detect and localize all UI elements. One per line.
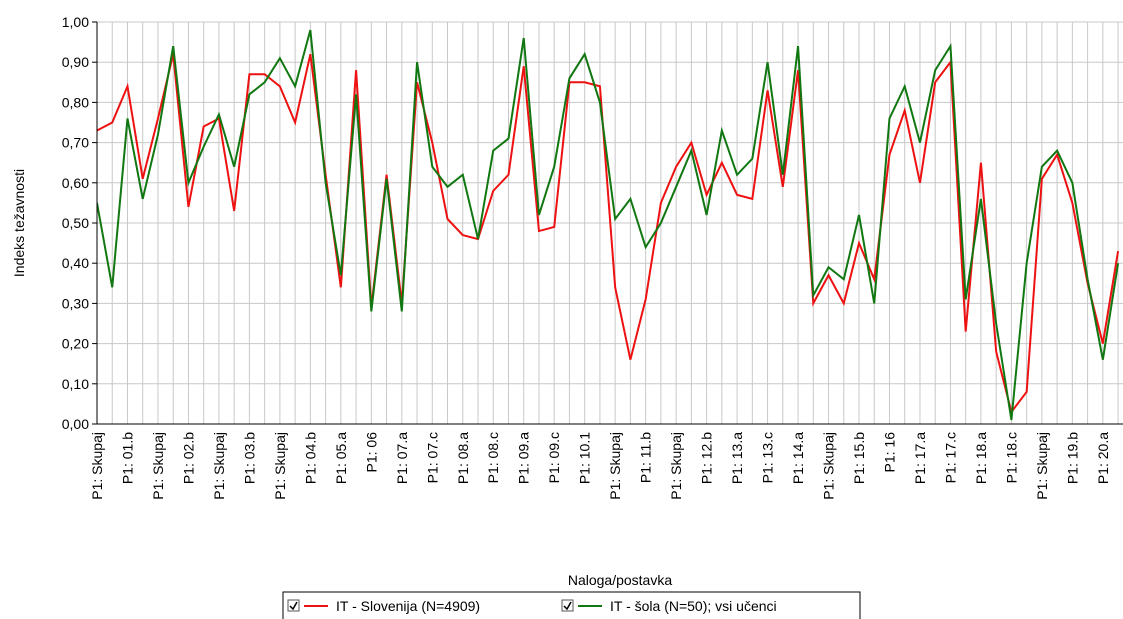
- x-tick-label: P1: 10.1: [577, 432, 593, 484]
- y-tick-label: 0,00: [62, 416, 89, 432]
- x-tick-label: P1: 16: [881, 432, 897, 473]
- x-tick-label: P1: 17.a: [912, 432, 928, 484]
- x-tick-label: P1: 09.c: [546, 432, 562, 483]
- x-tick-label: P1: 18.c: [1003, 432, 1019, 483]
- x-tick-label: P1: 13.c: [760, 432, 776, 483]
- x-tick-label: P1: 15.b: [851, 432, 867, 484]
- x-tick-label: P1: Skupaj: [1034, 432, 1050, 500]
- y-tick-label: 0,10: [62, 376, 89, 392]
- x-tick-label: P1: Skupaj: [89, 432, 105, 500]
- y-tick-label: 0,90: [62, 54, 89, 70]
- x-axis-title: Naloga/postavka: [568, 572, 673, 588]
- x-tick-label: P1: 02.b: [180, 432, 196, 484]
- y-tick-label: 0,30: [62, 295, 89, 311]
- x-tick-label: P1: 06: [363, 432, 379, 473]
- legend-checkbox: [287, 599, 300, 612]
- y-tick-label: 1,00: [62, 14, 89, 30]
- legend-check: [289, 601, 298, 611]
- x-tick-label: P1: Skupaj: [272, 432, 288, 500]
- x-tick-label: P1: 05.a: [333, 432, 349, 484]
- x-tick-label: P1: 11.b: [638, 432, 654, 483]
- legend-check: [563, 601, 572, 611]
- y-tick-label: 0,50: [62, 215, 89, 231]
- x-tick-label: P1: 19.b: [1064, 432, 1080, 484]
- y-tick-label: 0,40: [62, 255, 89, 271]
- x-tick-label: P1: 09.a: [516, 432, 532, 484]
- x-tick-label: P1: 18.a: [973, 432, 989, 484]
- y-tick-label: 0,20: [62, 336, 89, 352]
- x-tick-label: P1: Skupaj: [607, 432, 623, 500]
- y-tick-label: 0,70: [62, 135, 89, 151]
- x-tick-label: P1: Skupaj: [668, 432, 684, 500]
- x-tick-label: P1: 08.a: [455, 432, 471, 484]
- x-tick-label: P1: 03.b: [241, 432, 257, 484]
- x-tick-label: P1: 07.a: [394, 432, 410, 484]
- x-tick-label: P1: 12.b: [699, 432, 715, 484]
- x-tick-label: P1: 01.b: [119, 432, 135, 484]
- x-tick-label: P1: 08.c: [485, 432, 501, 483]
- x-tick-label: P1: 07.c: [424, 432, 440, 483]
- legend-checkbox: [561, 599, 574, 612]
- legend-label: IT - Slovenija (N=4909): [336, 598, 480, 614]
- legend: IT - Slovenija (N=4909) IT - šola (N=50);…: [287, 598, 777, 614]
- series-line: [97, 53, 1120, 415]
- legend-label: IT - šola (N=50); vsi učenci: [610, 598, 777, 614]
- x-tick-label: P1: 14.a: [790, 432, 806, 484]
- x-tick-label: P1: Skupaj: [211, 432, 227, 500]
- x-tick-label: P1: Skupaj: [821, 432, 837, 500]
- x-tick-label: P1: 17.c: [942, 432, 958, 483]
- lines: [97, 29, 1120, 421]
- y-tick-label: 0,60: [62, 175, 89, 191]
- x-tick-label: P1: 04.b: [302, 432, 318, 484]
- x-tick-label: P1: 20.a: [1095, 432, 1111, 484]
- x-tick-label: P1: 13.a: [729, 432, 745, 484]
- series-line: [97, 29, 1120, 421]
- y-axis-title: Indeks težavnosti: [11, 169, 27, 277]
- x-tick-label: P1: Skupaj: [150, 432, 166, 500]
- y-tick-label: 0,80: [62, 94, 89, 110]
- axes: P1: Skupaj P1: 01.b P1: Skupaj P1: 02.b P1: …: [62, 14, 1123, 500]
